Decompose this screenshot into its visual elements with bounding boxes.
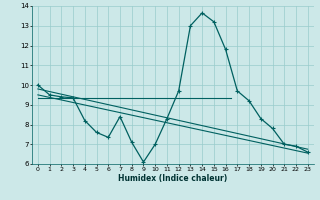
X-axis label: Humidex (Indice chaleur): Humidex (Indice chaleur) <box>118 174 228 183</box>
